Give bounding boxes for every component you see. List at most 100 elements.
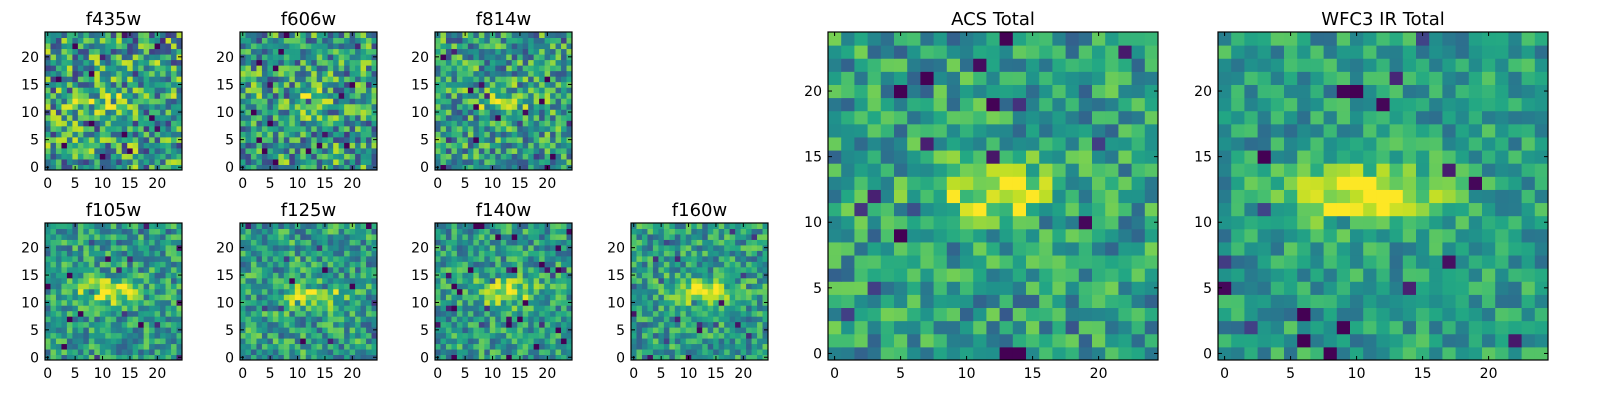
heatmap-cell: [658, 277, 665, 284]
heatmap-cell: [116, 310, 123, 317]
heatmap-cell: [522, 349, 529, 356]
heatmap-cell: [311, 223, 318, 229]
heatmap-cell: [105, 109, 112, 116]
heatmap-cell: [83, 37, 90, 44]
heatmap-cell: [355, 43, 362, 50]
heatmap-cell: [713, 250, 720, 257]
heatmap-cell: [240, 142, 246, 149]
heatmap-cell: [366, 103, 373, 110]
heatmap-cell: [533, 228, 540, 235]
heatmap-cell: [160, 288, 167, 295]
heatmap-cell: [94, 54, 101, 61]
heatmap-cell: [828, 176, 842, 190]
axes-frame: [239, 31, 378, 171]
heatmap-cell: [489, 103, 496, 110]
heatmap-cell: [561, 244, 568, 251]
heatmap-cell: [451, 239, 458, 246]
heatmap-cell: [1105, 163, 1119, 177]
heatmap-cell: [751, 310, 758, 317]
heatmap-cell: [165, 277, 172, 284]
heatmap-cell: [478, 153, 485, 160]
heatmap-cell: [762, 343, 769, 350]
heatmap-cell: [99, 120, 106, 127]
heatmap-cell: [751, 266, 758, 273]
heatmap-cell: [533, 305, 540, 312]
heatmap-cell: [176, 277, 183, 284]
heatmap-cell: [561, 223, 568, 229]
heatmap-cell: [278, 158, 285, 165]
heatmap-cell: [1065, 333, 1080, 348]
heatmap-cell: [555, 228, 562, 235]
heatmap-cell: [143, 92, 150, 99]
heatmap-cell: [440, 294, 447, 301]
heatmap-cell: [1131, 320, 1146, 335]
heatmap-cell: [338, 98, 345, 105]
heatmap-cell: [250, 233, 257, 240]
heatmap-cell: [550, 310, 557, 317]
heatmap-cell: [451, 158, 458, 165]
heatmap-cell: [355, 349, 362, 356]
heatmap-cell: [751, 239, 758, 246]
heatmap-cell: [149, 48, 156, 55]
heatmap-cell: [489, 310, 496, 317]
heatmap-cell: [294, 277, 301, 284]
heatmap-cell: [528, 283, 535, 290]
heatmap-cell: [1118, 189, 1133, 204]
heatmap-cell: [165, 59, 172, 66]
heatmap-cell: [456, 294, 463, 301]
heatmap-cell: [110, 81, 117, 88]
heatmap-cell: [544, 299, 551, 306]
heatmap-cell: [360, 305, 367, 312]
heatmap-cell: [77, 76, 84, 83]
heatmap-cell: [294, 305, 301, 312]
heatmap-cell: [300, 54, 307, 61]
heatmap-cell: [561, 239, 568, 246]
heatmap-cell: [478, 125, 485, 132]
heatmap-cell: [94, 59, 101, 66]
heatmap-cell: [539, 76, 546, 83]
heatmap-cell: [94, 153, 101, 160]
heatmap-cell: [555, 37, 562, 44]
heatmap-cell: [105, 164, 112, 171]
heatmap-cell: [366, 54, 373, 61]
heatmap-cell: [366, 164, 373, 171]
heatmap-cell: [506, 43, 513, 50]
heatmap-cell: [751, 288, 758, 295]
heatmap-cell: [278, 255, 285, 262]
heatmap-cell: [305, 142, 312, 149]
heatmap-cell: [533, 272, 540, 279]
heatmap-cell: [88, 114, 95, 121]
heatmap-cell: [55, 87, 62, 94]
heatmap-cell: [261, 310, 268, 317]
heatmap-cell: [729, 233, 736, 240]
heatmap-cell: [550, 266, 557, 273]
heatmap-cell: [528, 59, 535, 66]
heatmap-cell: [88, 244, 95, 251]
heatmap-cell: [61, 283, 68, 290]
heatmap-cell: [366, 147, 373, 154]
heatmap-cell: [495, 81, 502, 88]
heatmap-cell: [933, 307, 948, 322]
heatmap-cell: [149, 310, 156, 317]
heatmap-cell: [132, 233, 139, 240]
heatmap-cell: [1118, 281, 1133, 295]
heatmap-cell: [462, 54, 469, 61]
heatmap-cell: [544, 283, 551, 290]
heatmap-cell: [245, 158, 252, 165]
heatmap-cell: [631, 321, 637, 328]
heatmap-cell: [66, 223, 73, 229]
heatmap-cell: [127, 288, 134, 295]
heatmap-cell: [360, 76, 367, 83]
heatmap-cell: [132, 272, 139, 279]
heatmap-cell: [533, 288, 540, 295]
heatmap-cell: [462, 233, 469, 240]
heatmap-cell: [440, 250, 447, 257]
heatmap-cell: [83, 59, 90, 66]
heatmap-cell: [344, 343, 351, 350]
heatmap-cell: [506, 223, 513, 229]
heatmap-cell: [1039, 294, 1053, 309]
heatmap-cell: [138, 54, 145, 61]
heatmap-cell: [240, 131, 246, 138]
heatmap-cell: [121, 70, 128, 77]
heatmap-cell: [1078, 307, 1093, 322]
